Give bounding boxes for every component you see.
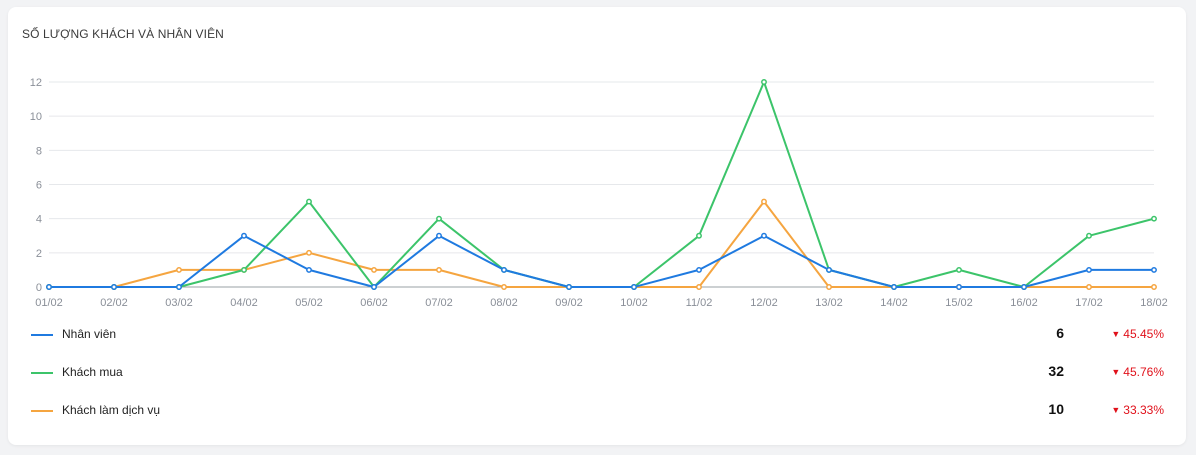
data-point[interactable] bbox=[1151, 266, 1157, 273]
legend-change: ▼ 45.76% bbox=[1111, 365, 1164, 379]
x-tick-label: 04/02 bbox=[230, 297, 258, 309]
data-point[interactable] bbox=[1151, 215, 1157, 222]
legend-total: 32 bbox=[1048, 363, 1064, 379]
x-tick-label: 13/02 bbox=[815, 297, 843, 309]
x-tick-label: 03/02 bbox=[165, 297, 193, 309]
legend-total: 6 bbox=[1056, 325, 1064, 341]
y-tick-label: 10 bbox=[30, 111, 42, 123]
data-point[interactable] bbox=[176, 284, 182, 290]
x-tick-label: 11/02 bbox=[686, 297, 713, 309]
data-point[interactable] bbox=[241, 266, 247, 273]
data-point[interactable] bbox=[371, 266, 377, 273]
x-tick-label: 18/02 bbox=[1140, 297, 1168, 309]
data-point[interactable] bbox=[46, 284, 52, 290]
x-tick-label: 09/02 bbox=[555, 297, 583, 309]
data-point[interactable] bbox=[436, 215, 442, 222]
x-tick-label: 08/02 bbox=[490, 297, 518, 309]
y-tick-label: 12 bbox=[30, 77, 42, 89]
series-points bbox=[46, 79, 1157, 290]
down-arrow-icon: ▼ bbox=[1111, 405, 1121, 415]
data-point[interactable] bbox=[1086, 284, 1092, 290]
data-point[interactable] bbox=[761, 198, 767, 205]
legend-change-value: 33.33% bbox=[1123, 403, 1164, 417]
data-point[interactable] bbox=[436, 266, 442, 273]
legend-change-value: 45.45% bbox=[1123, 327, 1164, 341]
x-tick-label: 06/02 bbox=[360, 297, 388, 309]
y-tick-label: 6 bbox=[36, 180, 42, 192]
data-point[interactable] bbox=[306, 249, 312, 256]
data-point[interactable] bbox=[956, 284, 962, 290]
down-arrow-icon: ▼ bbox=[1111, 329, 1121, 339]
x-tick-label: 16/02 bbox=[1010, 297, 1038, 309]
chart-title: SỐ LƯỢNG KHÁCH VÀ NHÂN VIÊN bbox=[22, 27, 224, 41]
down-arrow-icon: ▼ bbox=[1111, 367, 1121, 377]
data-point[interactable] bbox=[306, 198, 312, 205]
x-tick-label: 14/02 bbox=[880, 297, 908, 309]
data-point[interactable] bbox=[696, 266, 702, 273]
legend-change: ▼ 33.33% bbox=[1111, 403, 1164, 417]
data-point[interactable] bbox=[826, 284, 832, 290]
data-point[interactable] bbox=[696, 232, 702, 239]
series-lines bbox=[49, 81, 1155, 288]
legend-swatch bbox=[31, 372, 53, 374]
data-point[interactable] bbox=[1086, 266, 1092, 273]
data-point[interactable] bbox=[111, 284, 117, 290]
data-point[interactable] bbox=[1021, 284, 1027, 290]
data-point[interactable] bbox=[1151, 284, 1157, 290]
data-point[interactable] bbox=[176, 266, 182, 273]
series-line bbox=[49, 200, 1154, 288]
x-tick-label: 02/02 bbox=[100, 297, 128, 309]
data-point[interactable] bbox=[371, 284, 377, 290]
data-point[interactable] bbox=[631, 284, 637, 290]
y-tick-label: 4 bbox=[36, 214, 42, 226]
legend-row-0[interactable]: Nhân viên 6 ▼ 45.45% bbox=[0, 325, 1196, 345]
series-line bbox=[49, 234, 1154, 288]
legend-change-value: 45.76% bbox=[1123, 365, 1164, 379]
y-tick-label: 0 bbox=[36, 282, 42, 294]
y-tick-label: 2 bbox=[36, 248, 42, 260]
y-axis-ticks: 0 2 4 6 8 10 12 bbox=[30, 77, 42, 294]
legend-total: 10 bbox=[1048, 401, 1064, 417]
legend-change: ▼ 45.45% bbox=[1111, 327, 1164, 341]
x-tick-label: 17/02 bbox=[1075, 297, 1103, 309]
x-axis-ticks: 01/02 02/02 03/02 04/02 05/02 06/02 07/02 08/02… bbox=[35, 297, 1168, 309]
legend-swatch bbox=[31, 410, 53, 412]
data-point[interactable] bbox=[891, 284, 897, 290]
x-tick-label: 10/02 bbox=[620, 297, 648, 309]
data-point[interactable] bbox=[241, 232, 247, 239]
data-point[interactable] bbox=[566, 284, 572, 290]
data-point[interactable] bbox=[306, 266, 312, 273]
data-point[interactable] bbox=[826, 266, 832, 273]
x-tick-label: 01/02 bbox=[35, 297, 63, 309]
data-point[interactable] bbox=[1086, 232, 1092, 239]
legend-label: Nhân viên bbox=[62, 327, 117, 341]
x-tick-label: 15/02 bbox=[945, 297, 973, 309]
data-point[interactable] bbox=[761, 79, 767, 85]
chart-card bbox=[8, 7, 1186, 445]
legend-label: Khách mua bbox=[62, 365, 123, 379]
chart-grid bbox=[49, 81, 1154, 288]
line-chart: 0 2 4 6 8 10 12 01/02 02/02 03/02 04/02 05/02 06/02… bbox=[30, 77, 1168, 309]
data-point[interactable] bbox=[501, 266, 507, 273]
x-tick-label: 12/02 bbox=[750, 297, 778, 309]
data-point[interactable] bbox=[761, 232, 767, 239]
legend-row-1[interactable]: Khách mua 32 ▼ 45.76% bbox=[0, 363, 1196, 383]
y-tick-label: 8 bbox=[36, 145, 42, 157]
data-point[interactable] bbox=[436, 232, 442, 239]
x-tick-label: 07/02 bbox=[425, 297, 453, 309]
legend-row-2[interactable]: Khách làm dịch vụ 10 ▼ 33.33% bbox=[0, 401, 1196, 421]
x-tick-label: 05/02 bbox=[295, 297, 323, 309]
legend-label: Khách làm dịch vụ bbox=[62, 403, 161, 417]
data-point[interactable] bbox=[501, 284, 507, 290]
data-point[interactable] bbox=[696, 284, 702, 290]
data-point[interactable] bbox=[956, 266, 962, 273]
legend-swatch bbox=[31, 334, 53, 336]
